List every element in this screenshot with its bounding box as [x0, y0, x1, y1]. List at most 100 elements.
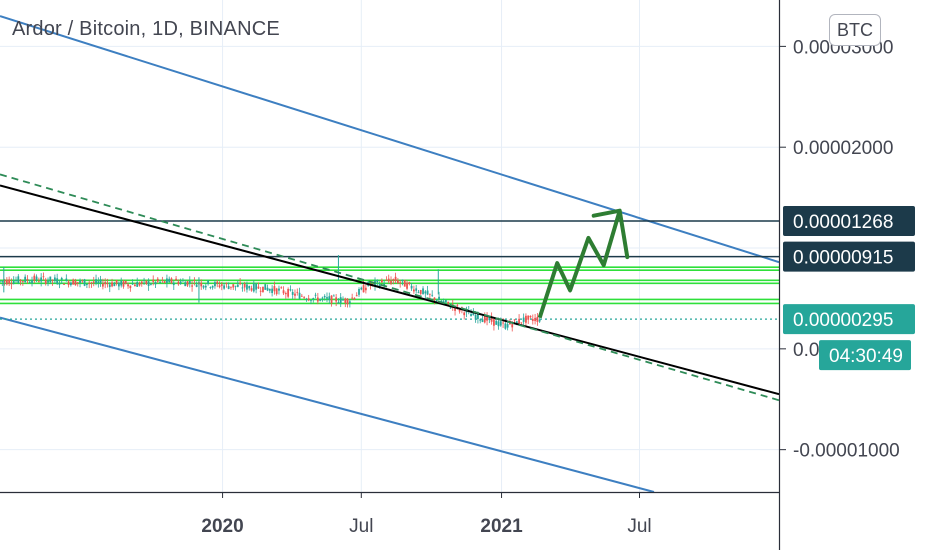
candle-body	[131, 283, 134, 285]
candle-body	[342, 299, 344, 301]
candle-body	[440, 300, 443, 302]
candle-body	[417, 291, 420, 293]
candle-body	[252, 283, 255, 292]
candle-body	[3, 280, 6, 282]
candle-body	[538, 319, 541, 322]
candle-body	[172, 282, 175, 286]
candle-body	[40, 277, 43, 282]
candle-body	[250, 288, 253, 291]
candle-body	[403, 280, 406, 287]
candle-body	[88, 283, 91, 284]
candle-body	[239, 282, 242, 285]
candle-body	[490, 317, 493, 322]
candle-body	[108, 284, 111, 288]
candle-body	[499, 321, 502, 326]
candle-body	[138, 283, 141, 286]
candle-body	[262, 286, 264, 292]
candle-body	[268, 288, 271, 291]
candle-body	[323, 296, 326, 298]
candle-body	[81, 280, 84, 282]
currency-button[interactable]: BTC	[829, 14, 881, 46]
candle-body	[412, 289, 415, 292]
channel-line-1	[0, 316, 655, 492]
candle-body	[207, 280, 209, 284]
candle-body	[179, 281, 182, 284]
candle-body	[346, 298, 349, 305]
grid	[0, 0, 779, 492]
trendline-dashed	[0, 173, 779, 402]
candle-body	[387, 278, 390, 282]
candle-body	[42, 276, 45, 278]
candle-body	[95, 279, 97, 284]
candle-body	[97, 281, 100, 283]
candle-body	[353, 297, 356, 300]
candle-body	[31, 280, 33, 284]
candle-body	[188, 281, 191, 284]
candle-body	[102, 283, 104, 287]
plot-area[interactable]	[0, 15, 779, 492]
candle-body	[37, 281, 40, 283]
candle-body	[10, 283, 13, 285]
candle-body	[344, 298, 347, 303]
candle-body	[300, 295, 303, 297]
candle-body	[534, 317, 536, 322]
candle-body	[51, 279, 54, 281]
candle-body	[230, 286, 232, 288]
candle-body	[33, 275, 36, 281]
candle-body	[328, 296, 331, 301]
candle-body	[202, 285, 205, 288]
candle-body	[161, 279, 164, 281]
candle-body	[5, 279, 8, 285]
candle-body	[83, 279, 86, 286]
candle-body	[65, 278, 68, 281]
candle-body	[186, 281, 189, 286]
current-price-badge-label: 0.00000295	[793, 310, 893, 331]
price-level-badge-1-label: 0.00000915	[793, 248, 893, 269]
candle-body	[257, 286, 260, 289]
candle-body	[273, 286, 276, 292]
candle-body	[67, 281, 70, 286]
candle-body	[53, 277, 56, 281]
candle-body	[424, 291, 427, 294]
candle-body	[216, 281, 219, 284]
candle-body	[287, 289, 290, 297]
candle-body	[163, 281, 166, 283]
y-tick-label-2: 0.0	[793, 340, 819, 361]
candle-body	[294, 293, 296, 296]
candle-body	[92, 281, 95, 283]
y-tick-label-3: -0.00001000	[793, 441, 900, 462]
projection-path	[537, 210, 622, 319]
candle-body	[410, 285, 413, 289]
candle-body	[246, 284, 248, 290]
candle-body	[305, 299, 308, 301]
candle-body	[511, 324, 514, 328]
candle-body	[145, 280, 148, 284]
candle-body	[58, 283, 61, 285]
candle-body	[378, 284, 381, 288]
candle-body	[243, 283, 246, 288]
candle-body	[0, 280, 1, 282]
candle-body	[236, 284, 239, 287]
candle-body	[193, 280, 196, 281]
candle-body	[259, 290, 262, 292]
candle-body	[383, 284, 386, 286]
candle-body	[282, 290, 285, 294]
candle-body	[428, 293, 431, 295]
candle-body	[522, 317, 525, 322]
candle-body	[481, 319, 484, 322]
candle-body	[21, 281, 24, 282]
candle-body	[111, 282, 113, 287]
candle-body	[15, 279, 17, 282]
candle-body	[120, 280, 123, 286]
candle-body	[339, 297, 342, 304]
countdown-badge: 04:30:49	[819, 340, 911, 371]
candle-body	[504, 323, 507, 329]
candle-body	[422, 288, 424, 294]
candle-body	[525, 315, 527, 323]
current-price-badge: 0.00000295	[783, 304, 915, 335]
candle-body	[458, 309, 461, 312]
candle-body	[310, 300, 312, 302]
price-level-badge-0: 0.00001268	[783, 205, 915, 236]
candle-body	[28, 281, 31, 283]
